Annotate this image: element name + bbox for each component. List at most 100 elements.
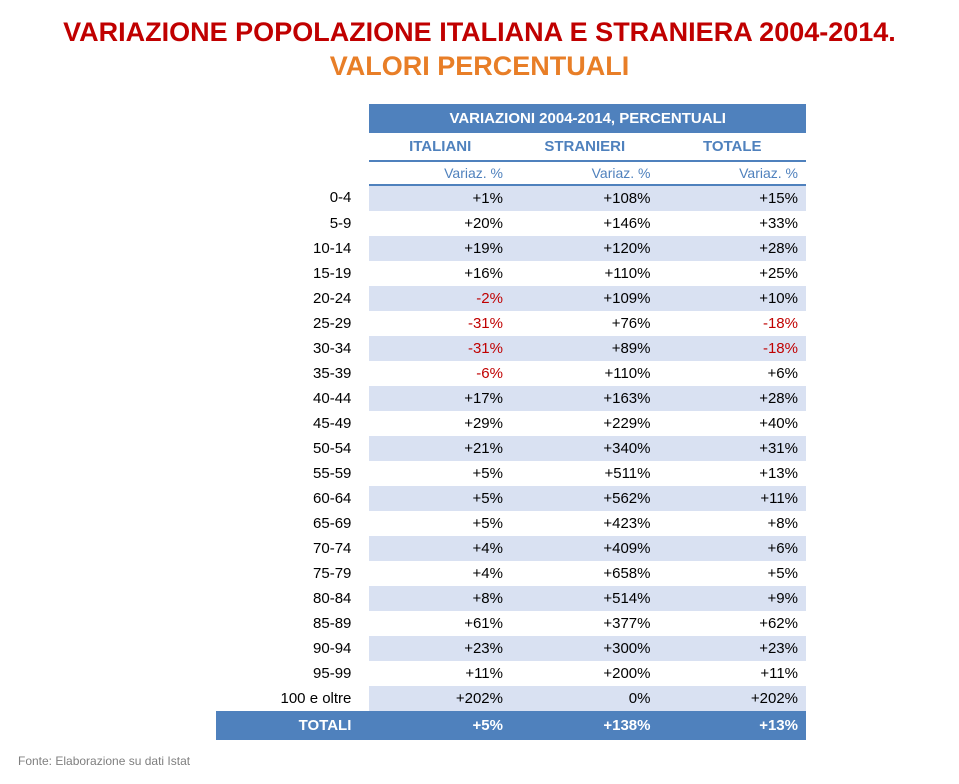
table-cell: +89% (511, 336, 659, 361)
table-row-label: 35-39 (216, 361, 369, 386)
source-note: Fonte: Elaborazione su dati Istat (18, 754, 943, 768)
table-colhead-totale: TOTALE (658, 133, 806, 161)
table-colhead-italiani: ITALIANI (369, 133, 511, 161)
table-row: 60-64+5%+562%+11% (216, 486, 806, 511)
table-cell: +29% (369, 411, 511, 436)
table-cell: +9% (658, 586, 806, 611)
table-cell: +120% (511, 236, 659, 261)
table-row-label: 85-89 (216, 611, 369, 636)
table-cell: -18% (658, 336, 806, 361)
table-row: 85-89+61%+377%+62% (216, 611, 806, 636)
table-cell: +20% (369, 211, 511, 236)
table-cell: +11% (658, 486, 806, 511)
page-title: VARIAZIONE POPOLAZIONE ITALIANA E STRANI… (20, 16, 940, 84)
table-row-label: 50-54 (216, 436, 369, 461)
table-cell: +511% (511, 461, 659, 486)
table-row-label: 30-34 (216, 336, 369, 361)
table-col-header-row: ITALIANI STRANIERI TOTALE (216, 133, 806, 161)
table-subhead-2: Variaz. % (511, 161, 659, 185)
table-cell: +76% (511, 311, 659, 336)
table-row-label: 15-19 (216, 261, 369, 286)
table-total-italiani: +5% (369, 711, 511, 740)
table-cell: +8% (658, 511, 806, 536)
table-cell: +4% (369, 536, 511, 561)
table-cell: +5% (658, 561, 806, 586)
table-cell: +19% (369, 236, 511, 261)
table-cell: 0% (511, 686, 659, 711)
table-row-label: 95-99 (216, 661, 369, 686)
table-cell: -31% (369, 336, 511, 361)
table-cell: +5% (369, 511, 511, 536)
table-row-label: 40-44 (216, 386, 369, 411)
table-cell: +6% (658, 361, 806, 386)
table-row: 45-49+29%+229%+40% (216, 411, 806, 436)
title-main: VARIAZIONE POPOLAZIONE ITALIANA E STRANI… (63, 17, 896, 47)
table-row: 30-34-31%+89%-18% (216, 336, 806, 361)
table-cell: +109% (511, 286, 659, 311)
table-cell: +423% (511, 511, 659, 536)
table-total-totale: +13% (658, 711, 806, 740)
table-subhead-blank (216, 161, 369, 185)
table-cell: +10% (658, 286, 806, 311)
table-colhead-stranieri: STRANIERI (511, 133, 659, 161)
data-table: VARIAZIONI 2004-2014, PERCENTUALI ITALIA… (216, 104, 806, 740)
table-cell: +15% (658, 185, 806, 211)
table-cell: +514% (511, 586, 659, 611)
table-cell: +5% (369, 461, 511, 486)
table-row-label: 80-84 (216, 586, 369, 611)
table-cell: +11% (369, 661, 511, 686)
table-cell: +61% (369, 611, 511, 636)
table-row-label: 65-69 (216, 511, 369, 536)
table-row: 100 e oltre+202%0%+202% (216, 686, 806, 711)
table-row-label: 55-59 (216, 461, 369, 486)
table-row: 5-9+20%+146%+33% (216, 211, 806, 236)
table-cell: +6% (658, 536, 806, 561)
table-cell: +62% (658, 611, 806, 636)
table-cell: +340% (511, 436, 659, 461)
table-total-row: TOTALI +5% +138% +13% (216, 711, 806, 740)
table-row: 0-4+1%+108%+15% (216, 185, 806, 211)
table-colhead-blank (216, 133, 369, 161)
table-total-stranieri: +138% (511, 711, 659, 740)
table-cell: +110% (511, 261, 659, 286)
table-row-label: 60-64 (216, 486, 369, 511)
table-row-label: 25-29 (216, 311, 369, 336)
table-cell: +163% (511, 386, 659, 411)
table-cell: +25% (658, 261, 806, 286)
table-cell: +409% (511, 536, 659, 561)
table-cell: +23% (369, 636, 511, 661)
table-cell: +202% (369, 686, 511, 711)
table-row-label: 20-24 (216, 286, 369, 311)
table-row-label: 10-14 (216, 236, 369, 261)
table-cell: -2% (369, 286, 511, 311)
table-cell: +377% (511, 611, 659, 636)
table-row-label: 5-9 (216, 211, 369, 236)
table-row: 55-59+5%+511%+13% (216, 461, 806, 486)
table-row: 80-84+8%+514%+9% (216, 586, 806, 611)
table-cell: +17% (369, 386, 511, 411)
table-cell: +16% (369, 261, 511, 286)
table-total-label: TOTALI (216, 711, 369, 740)
table-cell: +11% (658, 661, 806, 686)
table-row: 70-74+4%+409%+6% (216, 536, 806, 561)
table-cell: +146% (511, 211, 659, 236)
table-cell: +110% (511, 361, 659, 386)
table-row-label: 70-74 (216, 536, 369, 561)
data-table-container: VARIAZIONI 2004-2014, PERCENTUALI ITALIA… (216, 104, 806, 740)
table-cell: +108% (511, 185, 659, 211)
table-row-label: 100 e oltre (216, 686, 369, 711)
table-row: 90-94+23%+300%+23% (216, 636, 806, 661)
table-cell: +21% (369, 436, 511, 461)
table-cell: +31% (658, 436, 806, 461)
table-subhead-3: Variaz. % (658, 161, 806, 185)
table-corner-blank (216, 104, 369, 133)
table-cell: +40% (658, 411, 806, 436)
table-cell: +33% (658, 211, 806, 236)
table-row: 20-24-2%+109%+10% (216, 286, 806, 311)
table-row-label: 0-4 (216, 185, 369, 211)
table-cell: -18% (658, 311, 806, 336)
table-span-header: VARIAZIONI 2004-2014, PERCENTUALI (369, 104, 806, 133)
table-row: 50-54+21%+340%+31% (216, 436, 806, 461)
table-row: 75-79+4%+658%+5% (216, 561, 806, 586)
table-cell: +229% (511, 411, 659, 436)
